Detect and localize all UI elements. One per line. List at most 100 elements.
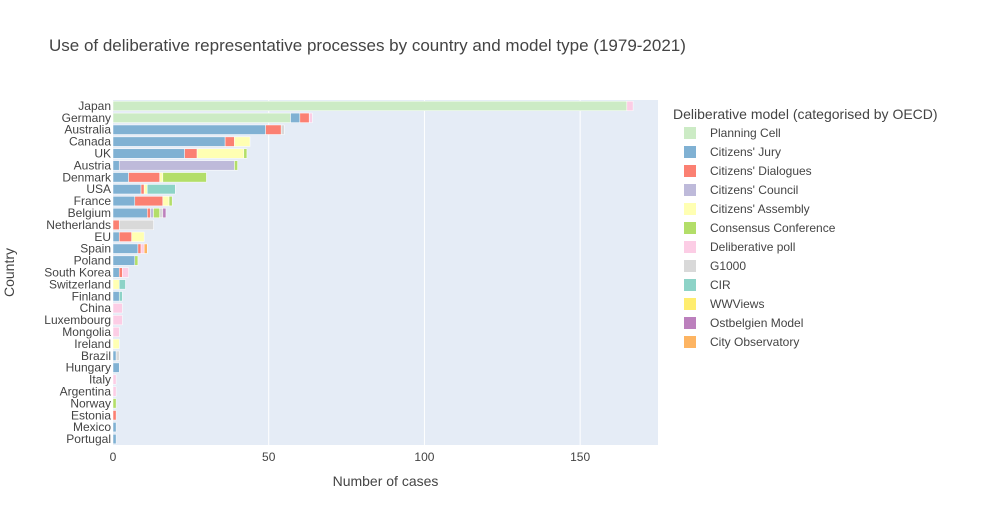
x-axis-label: Number of cases — [333, 473, 439, 489]
bar-segment — [112, 410, 117, 421]
legend-entry: City Observatory — [710, 335, 799, 349]
bar-segment — [134, 255, 139, 266]
x-tick-label: 0 — [110, 450, 117, 464]
x-tick-labels: 0 50 100 150 — [110, 450, 591, 464]
legend-swatch — [684, 317, 696, 329]
x-tick-label: 100 — [414, 450, 434, 464]
legend-entry: Citizens' Council — [710, 183, 798, 197]
bar-segment — [234, 136, 251, 147]
y-tick-label: Italy — [89, 373, 111, 387]
bar-segment — [112, 219, 120, 230]
bar-segment — [112, 136, 226, 147]
bar-segment — [196, 148, 245, 159]
legend-swatch — [684, 279, 696, 291]
legend-title: Deliberative model (categorised by OECD) — [673, 106, 938, 122]
bar-segment — [147, 208, 151, 219]
y-tick-label: Argentina — [60, 384, 112, 398]
bar-segment — [112, 315, 123, 326]
legend-entry: Consensus Conference — [710, 221, 836, 235]
bar-segment — [140, 243, 145, 254]
bar-segment — [134, 196, 164, 207]
y-tick-label: Denmark — [62, 170, 112, 184]
bar-segment — [112, 231, 120, 242]
y-tick-label: Germany — [62, 111, 111, 125]
bar-segment — [243, 148, 248, 159]
bar-segment — [143, 184, 148, 195]
y-tick-label: EU — [94, 230, 111, 244]
bar-segment — [112, 124, 266, 135]
y-tick-label: China — [80, 301, 112, 315]
y-tick-label: Mongolia — [62, 325, 111, 339]
bar-segment — [112, 291, 120, 302]
bar-segment — [112, 148, 185, 159]
legend-entry: Planning Cell — [710, 126, 781, 140]
bar-segment — [159, 208, 164, 219]
bar-segment — [112, 338, 120, 349]
gridlines — [268, 100, 581, 445]
bar-segment — [234, 160, 238, 171]
bar-segment — [153, 208, 160, 219]
y-tick-label: UK — [94, 147, 111, 161]
legend-swatch — [684, 146, 696, 158]
bar-segment — [112, 196, 136, 207]
bar-segment — [112, 398, 117, 409]
bar-segment — [184, 148, 198, 159]
bar-segment — [112, 243, 139, 254]
y-tick-label: Austria — [74, 158, 112, 172]
bar-segment — [112, 208, 148, 219]
legend-entry: Citizens' Dialogues — [710, 164, 812, 178]
bar-segment — [118, 231, 132, 242]
bar-segment — [299, 112, 310, 123]
y-axis-label: Country — [1, 248, 17, 297]
legend-swatch — [684, 241, 696, 253]
bar-segment — [162, 172, 207, 183]
legend-entry: Deliberative poll — [710, 240, 795, 254]
bar-segment — [159, 172, 164, 183]
bar-segment — [112, 255, 136, 266]
legend-swatch — [684, 203, 696, 215]
y-tick-label: Estonia — [71, 408, 111, 422]
bar-segment — [112, 279, 120, 290]
y-tick-label: Belgium — [68, 206, 111, 220]
bar-segment — [112, 434, 117, 445]
bar-segment — [112, 303, 123, 314]
y-tick-label: Brazil — [81, 349, 111, 363]
bar-segment — [280, 124, 285, 135]
y-tick-label: Norway — [70, 396, 111, 410]
bar-segment — [122, 267, 129, 278]
legend-swatch — [684, 222, 696, 234]
bar-segment — [112, 172, 129, 183]
bar-segment — [112, 112, 291, 123]
bar-segment — [131, 231, 145, 242]
bar-segment — [128, 172, 160, 183]
bars — [112, 100, 634, 445]
bar-segment — [150, 208, 154, 219]
bar-segment — [118, 160, 235, 171]
bar-segment — [290, 112, 301, 123]
legend-swatch — [684, 298, 696, 310]
y-tick-label: USA — [86, 182, 111, 196]
y-tick-label: Luxembourg — [44, 313, 111, 327]
bar-segment — [112, 267, 120, 278]
bar-segment — [140, 184, 145, 195]
bar-segment — [112, 374, 117, 385]
legend-entry: Ostbelgien Model — [710, 316, 803, 330]
y-tick-label: South Korea — [44, 266, 111, 280]
y-tick-labels: JapanGermanyAustraliaCanadaUKAustriaDenm… — [44, 99, 112, 446]
y-tick-label: Spain — [80, 242, 111, 256]
y-tick-label: Hungary — [66, 361, 111, 375]
bar-segment — [168, 196, 173, 207]
bar-segment — [118, 267, 123, 278]
bar-segment — [112, 386, 117, 397]
x-tick-label: 50 — [262, 450, 276, 464]
bar-segment — [308, 112, 313, 123]
y-tick-label: Ireland — [74, 337, 111, 351]
legend-entry: CIR — [710, 278, 731, 292]
legend-entry: WWViews — [710, 297, 764, 311]
bar-segment — [112, 326, 120, 337]
y-tick-label: Switzerland — [49, 277, 111, 291]
legend-swatch — [684, 336, 696, 348]
bar-segment — [112, 160, 120, 171]
bar-segment — [112, 422, 117, 433]
